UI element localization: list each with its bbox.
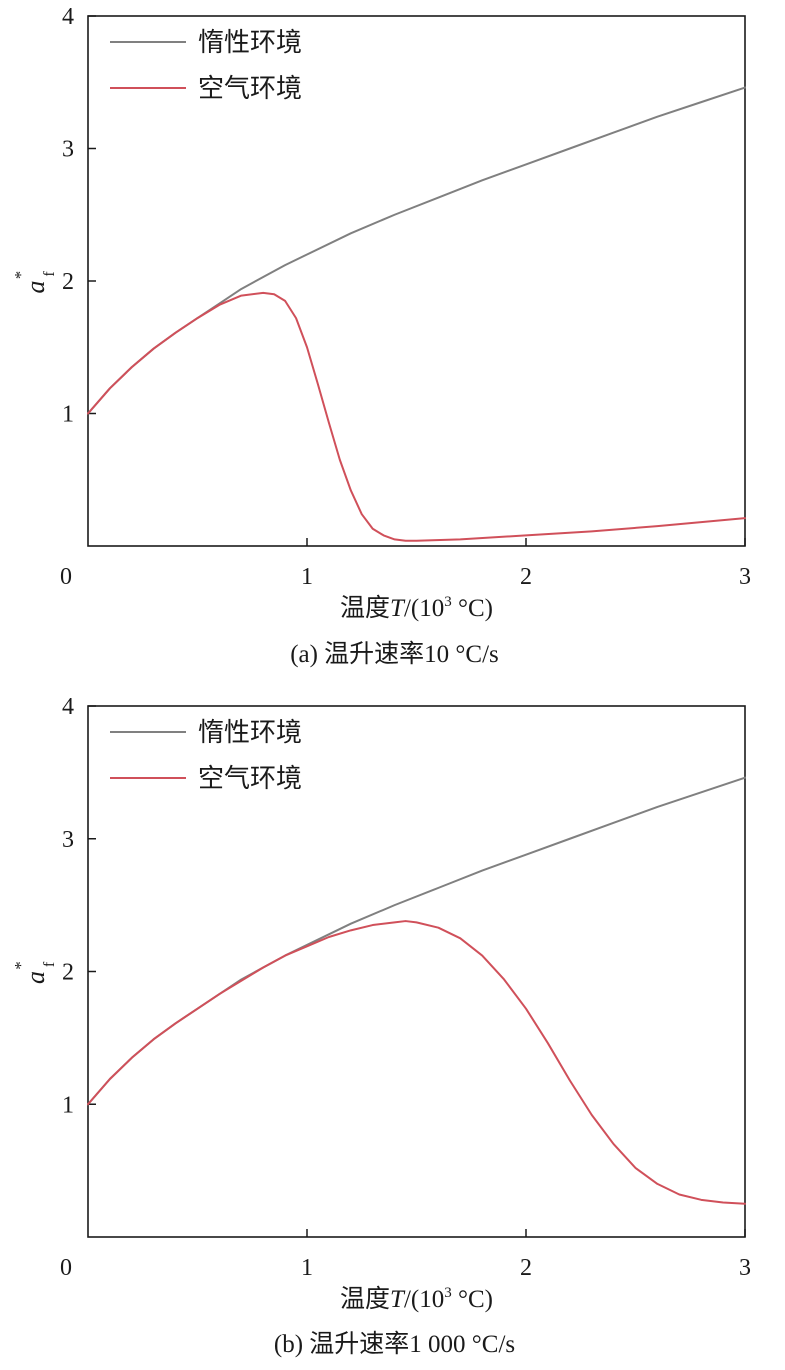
legend-label-inert: 惰性环境 — [198, 718, 302, 747]
x-axis-title-text: 温度 — [340, 594, 390, 622]
x-axis-title-unit: /(10 — [404, 595, 444, 622]
y-tick-label: 1 — [62, 402, 74, 428]
x-tick-label: 3 — [739, 1255, 751, 1281]
y-axis-title-sup: * — [11, 271, 30, 280]
x-tick-label: 1 — [301, 1255, 313, 1281]
y-tick-label: 1 — [62, 1092, 74, 1118]
x-tick-label: 2 — [520, 1255, 532, 1281]
legend-label-air: 空气环境 — [198, 74, 302, 103]
y-tick-label: 2 — [62, 269, 74, 295]
series-line-air — [87, 291, 746, 542]
plot-frame — [87, 705, 746, 1238]
chart-caption: (b) 温升速率1 000 °C/s — [274, 1330, 515, 1358]
y-axis-title-var: a — [21, 971, 50, 984]
x-tick-label: 0 — [60, 564, 72, 590]
y-tick-label: 3 — [62, 137, 74, 163]
series-line-air — [87, 920, 746, 1205]
series-line-inert — [87, 776, 746, 1106]
x-axis-title: 温度T/(103 °C) — [340, 594, 493, 622]
x-axis-title-exp: 3 — [444, 594, 452, 610]
y-axis-title-sup: * — [11, 961, 30, 970]
x-tick-label: 0 — [60, 1255, 72, 1281]
x-axis-title-var: T — [390, 1286, 406, 1313]
x-axis-title-text: 温度 — [340, 1285, 390, 1313]
chart-caption: (a) 温升速率10 °C/s — [290, 640, 499, 668]
y-tick-label: 4 — [62, 694, 74, 720]
x-tick-label: 3 — [739, 564, 751, 590]
y-tick-label: 3 — [62, 827, 74, 853]
y-tick-label: 2 — [62, 960, 74, 986]
plot-frame — [87, 15, 746, 547]
x-axis-title-unit-close: °C) — [452, 595, 493, 622]
y-axis-title-var: a — [21, 281, 50, 294]
y-axis-title-sub: f — [41, 271, 58, 277]
x-axis-title: 温度T/(103 °C) — [340, 1285, 493, 1313]
y-axis-title: af * — [11, 271, 58, 294]
x-tick-label: 1 — [301, 564, 313, 590]
series-line-inert — [87, 86, 746, 415]
legend-label-air: 空气环境 — [198, 764, 302, 793]
x-axis-title-unit: /(10 — [404, 1286, 444, 1313]
legend-label-inert: 惰性环境 — [198, 28, 302, 57]
x-axis-title-var: T — [390, 595, 406, 622]
x-tick-label: 2 — [520, 564, 532, 590]
x-axis-title-exp: 3 — [444, 1285, 452, 1301]
y-axis-title-sub: f — [41, 961, 58, 967]
y-tick-label: 4 — [62, 4, 74, 30]
x-axis-title-unit-close: °C) — [452, 1286, 493, 1313]
y-axis-title: af * — [11, 961, 58, 984]
